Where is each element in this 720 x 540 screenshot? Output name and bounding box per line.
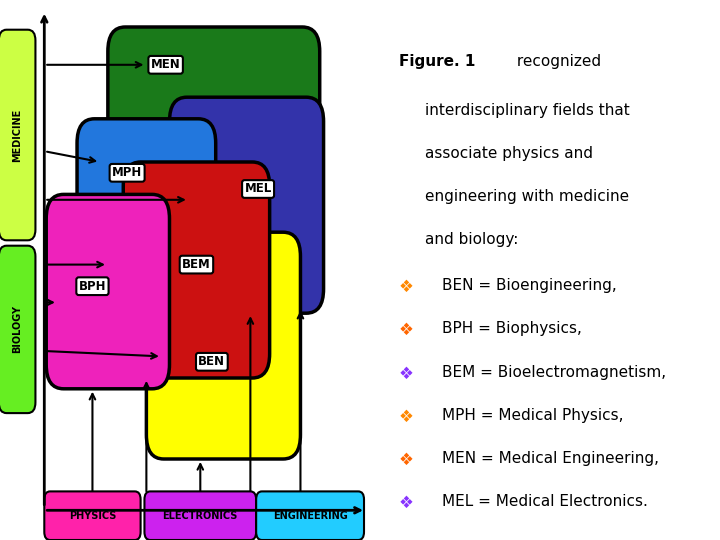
Text: BEN: BEN (199, 355, 225, 368)
FancyBboxPatch shape (0, 30, 35, 240)
Text: ❖: ❖ (399, 451, 413, 469)
Text: associate physics and: associate physics and (426, 146, 593, 161)
FancyBboxPatch shape (169, 97, 323, 313)
Text: ELECTRONICS: ELECTRONICS (163, 511, 238, 521)
Text: engineering with medicine: engineering with medicine (426, 189, 629, 204)
Text: and biology:: and biology: (426, 232, 518, 247)
FancyBboxPatch shape (46, 194, 169, 389)
Text: recognized: recognized (513, 54, 601, 69)
FancyBboxPatch shape (0, 246, 35, 413)
Text: BIOLOGY: BIOLOGY (12, 306, 22, 353)
Text: BPH = Biophysics,: BPH = Biophysics, (442, 321, 582, 336)
Text: MEL = Medical Electronics.: MEL = Medical Electronics. (442, 494, 648, 509)
FancyBboxPatch shape (108, 27, 320, 243)
Text: Figure. 1: Figure. 1 (399, 54, 475, 69)
Text: BEM: BEM (182, 258, 211, 271)
Text: PHYSICS: PHYSICS (69, 511, 116, 521)
Text: ❖: ❖ (399, 408, 413, 426)
Text: ❖: ❖ (399, 321, 413, 339)
FancyBboxPatch shape (145, 491, 256, 540)
Text: MPH: MPH (112, 166, 143, 179)
FancyBboxPatch shape (77, 119, 216, 313)
Text: MEL: MEL (245, 183, 271, 195)
FancyBboxPatch shape (146, 232, 300, 459)
Text: ❖: ❖ (399, 278, 413, 296)
Text: ❖: ❖ (399, 494, 413, 512)
Text: BEN = Bioengineering,: BEN = Bioengineering, (442, 278, 617, 293)
Text: BEM = Bioelectromagnetism,: BEM = Bioelectromagnetism, (442, 364, 666, 380)
FancyBboxPatch shape (256, 491, 364, 540)
Text: MEDICINE: MEDICINE (12, 109, 22, 161)
Text: ❖: ❖ (399, 364, 413, 382)
Text: BPH: BPH (78, 280, 106, 293)
Text: interdisciplinary fields that: interdisciplinary fields that (426, 103, 630, 118)
FancyBboxPatch shape (123, 162, 270, 378)
Text: MPH = Medical Physics,: MPH = Medical Physics, (442, 408, 624, 423)
FancyBboxPatch shape (45, 491, 140, 540)
Text: ENGINEERING: ENGINEERING (273, 511, 348, 521)
Text: MEN = Medical Engineering,: MEN = Medical Engineering, (442, 451, 659, 466)
Text: MEN: MEN (150, 58, 181, 71)
